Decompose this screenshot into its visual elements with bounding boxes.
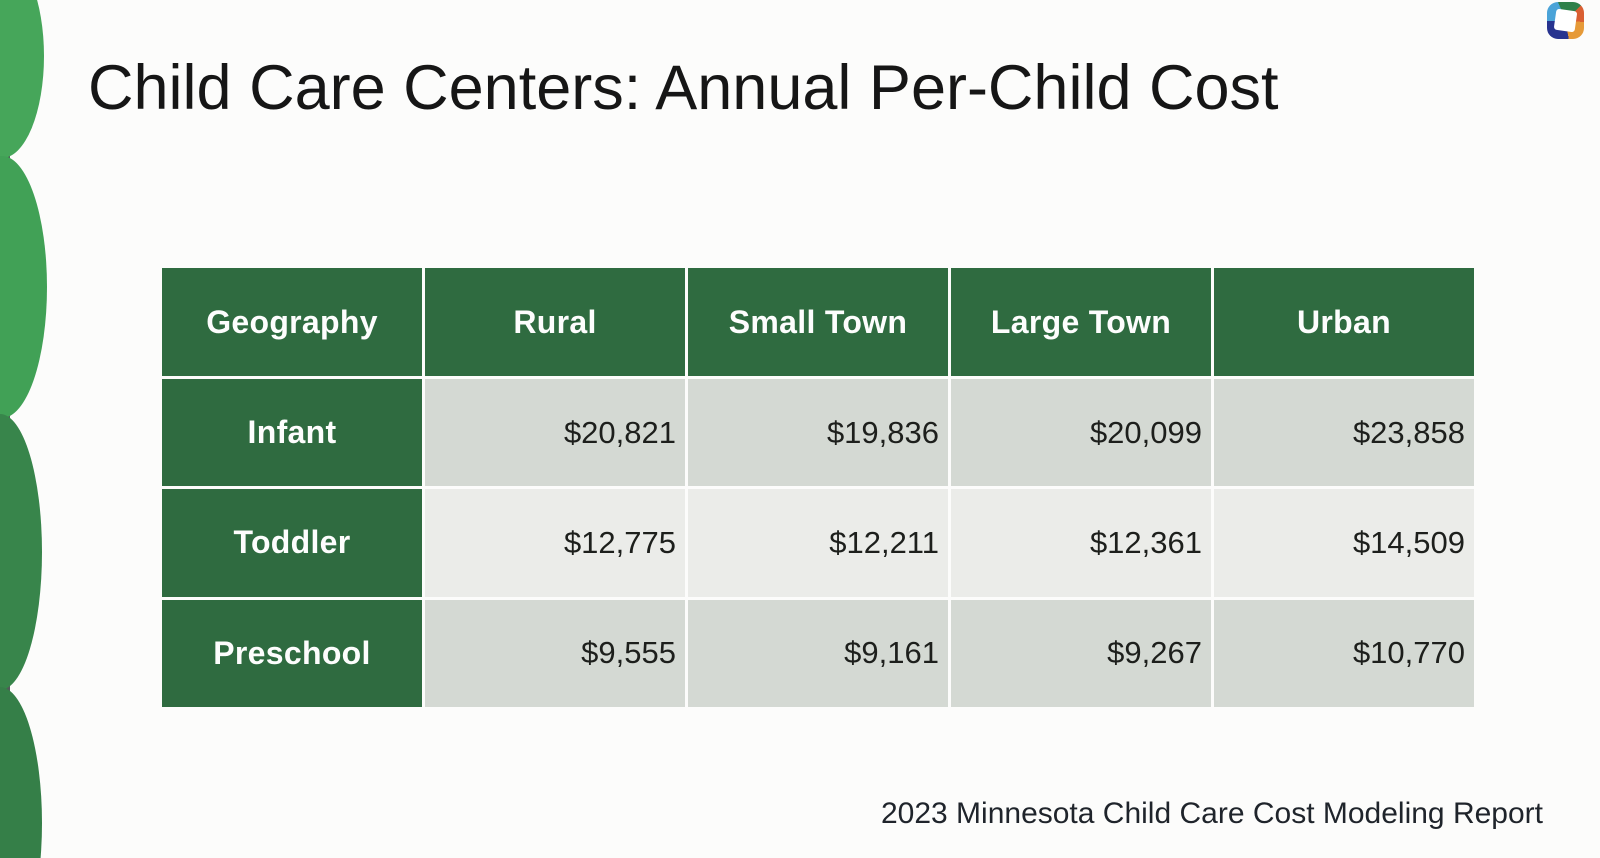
slide-title: Child Care Centers: Annual Per-Child Cos…: [88, 53, 1279, 123]
row-header-preschool: Preschool: [162, 599, 422, 707]
row-header-infant: Infant: [162, 379, 422, 487]
column-header-small-town: Small Town: [688, 268, 948, 376]
cell-infant-urban: $23,858: [1214, 379, 1474, 487]
cell-toddler-rural: $12,775: [425, 489, 685, 597]
cell-preschool-urban: $10,770: [1214, 599, 1474, 707]
column-header-large-town: Large Town: [951, 268, 1211, 376]
source-note: 2023 Minnesota Child Care Cost Modeling …: [880, 797, 1543, 830]
column-header-geography: Geography: [162, 268, 422, 376]
cell-toddler-small-town: $12,211: [688, 489, 948, 597]
cell-preschool-large-town: $9,267: [951, 599, 1211, 707]
left-wave-decoration: [0, 0, 47, 858]
column-header-urban: Urban: [1214, 268, 1474, 376]
cell-toddler-large-town: $12,361: [951, 489, 1211, 597]
column-header-rural: Rural: [425, 268, 685, 376]
cell-infant-large-town: $20,099: [951, 379, 1211, 487]
cell-infant-small-town: $19,836: [688, 379, 948, 487]
app-logo-icon: [1547, 2, 1584, 39]
cell-preschool-small-town: $9,161: [688, 599, 948, 707]
cell-infant-rural: $20,821: [425, 379, 685, 487]
cell-toddler-urban: $14,509: [1214, 489, 1474, 597]
cell-preschool-rural: $9,555: [425, 599, 685, 707]
row-header-toddler: Toddler: [162, 489, 422, 597]
cost-table: Geography Rural Small Town Large Town Ur…: [162, 268, 1474, 707]
